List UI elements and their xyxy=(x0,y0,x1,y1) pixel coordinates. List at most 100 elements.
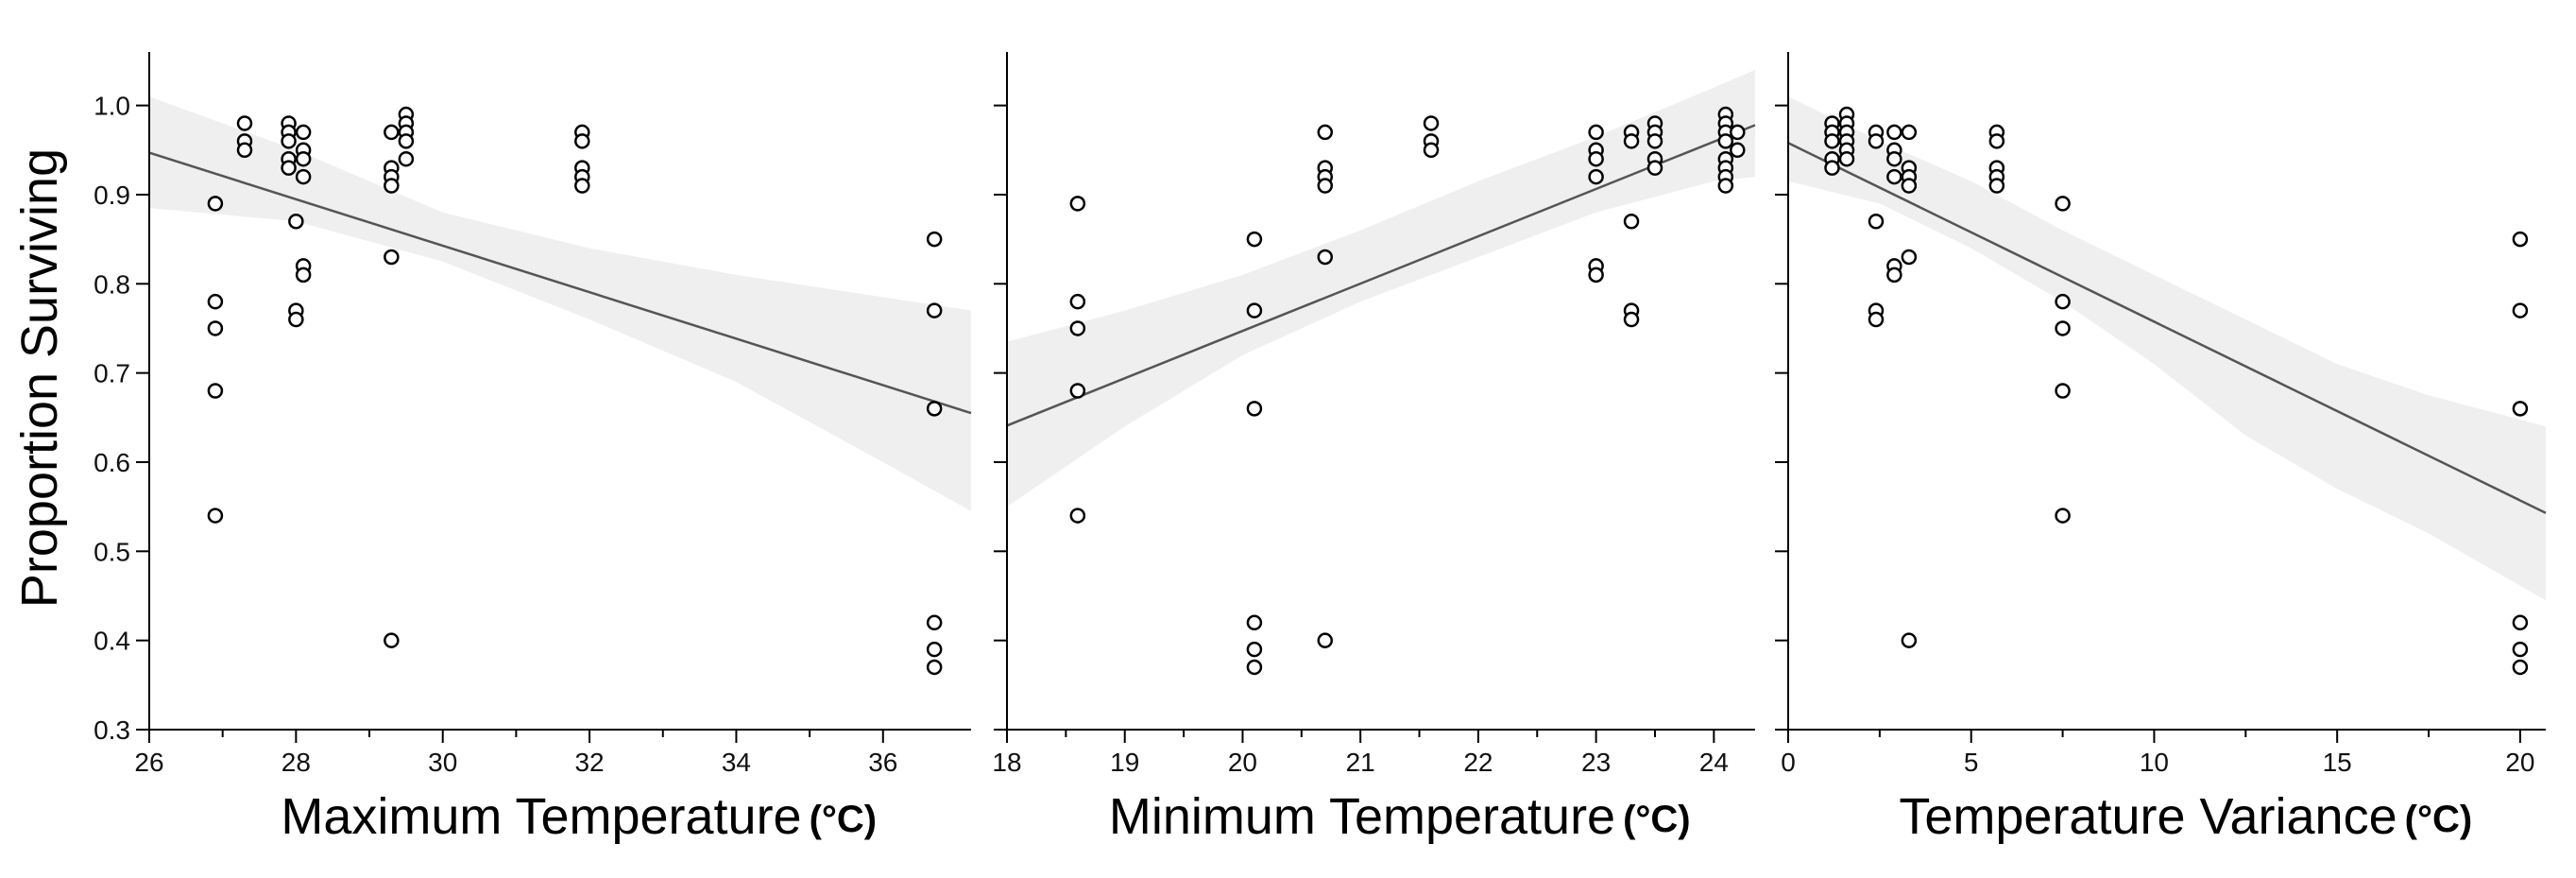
x-tick-label: 22 xyxy=(1463,748,1493,777)
data-point xyxy=(1069,196,1086,212)
x-tick-label: 34 xyxy=(722,748,751,777)
x-tick-label: 21 xyxy=(1346,748,1375,777)
data-point xyxy=(1069,320,1086,336)
data-point xyxy=(384,124,400,141)
data-point xyxy=(2055,383,2071,399)
panel-1: 0.3 0.4 0.5 0.6 0.7 0.8 0.9 1.0 26 28 30 32 34 36 Maxi… xyxy=(94,52,972,845)
x-tick-label: 32 xyxy=(574,748,604,777)
data-point xyxy=(1868,214,1885,230)
y-tick-label: 0.7 xyxy=(94,359,130,388)
data-point xyxy=(384,632,400,648)
data-point xyxy=(1901,632,1918,648)
data-point xyxy=(2512,231,2529,248)
x-axis-unit: (°C) xyxy=(810,799,878,840)
data-point xyxy=(1988,178,2005,194)
x-tick-label: 20 xyxy=(1228,748,1257,777)
data-point xyxy=(1246,614,1263,631)
data-point xyxy=(1423,142,1440,159)
y-tick-label: 0.6 xyxy=(94,448,130,477)
x-tick-label: 36 xyxy=(868,748,897,777)
data-point xyxy=(1588,168,1604,185)
panel-3: 0 5 10 15 20 Temperature Variance (°C) xyxy=(1775,52,2547,845)
data-point xyxy=(1423,115,1440,131)
data-point xyxy=(1317,249,1334,266)
data-point xyxy=(1246,302,1263,318)
data-point xyxy=(1646,133,1663,149)
data-point xyxy=(1886,124,1902,141)
data-point xyxy=(1317,632,1334,648)
data-point xyxy=(281,133,297,149)
x-axis-unit: (°C) xyxy=(1623,799,1691,840)
data-point xyxy=(1246,231,1263,248)
confidence-band xyxy=(1788,96,2546,601)
confidence-band xyxy=(1007,69,1755,508)
x-tick-label: 20 xyxy=(2505,748,2534,777)
data-point xyxy=(1588,267,1604,284)
data-point xyxy=(2512,659,2529,676)
confidence-band xyxy=(149,96,971,511)
data-point xyxy=(1588,150,1604,167)
data-point xyxy=(574,178,590,194)
data-point xyxy=(1886,150,1902,167)
x-tick-label: 10 xyxy=(2140,748,2169,777)
data-point xyxy=(1988,133,2005,149)
data-point xyxy=(1901,178,1918,194)
x-tick-label: 28 xyxy=(281,748,311,777)
data-point xyxy=(2055,508,2071,524)
data-point xyxy=(207,196,224,212)
data-point xyxy=(398,133,415,149)
data-point xyxy=(295,267,312,284)
data-point xyxy=(1646,160,1663,176)
data-point xyxy=(1901,124,1918,141)
data-point xyxy=(2512,401,2529,417)
data-point xyxy=(574,133,590,149)
data-point xyxy=(926,302,943,318)
x-tick-label: 24 xyxy=(1699,748,1729,777)
data-point xyxy=(288,214,304,230)
x-axis-title: Temperature Variance xyxy=(1899,788,2397,845)
x-tick-label: 19 xyxy=(1110,748,1139,777)
regression-line xyxy=(148,151,972,415)
y-tick-label: 0.5 xyxy=(94,537,130,566)
x-axis-unit: (°C) xyxy=(2405,799,2473,840)
y-tick-label: 0.3 xyxy=(94,715,130,745)
data-point xyxy=(1069,508,1086,524)
data-point xyxy=(295,124,312,141)
x-axis-title: Maximum Temperature xyxy=(281,788,801,845)
x-tick-label: 18 xyxy=(992,748,1021,777)
data-point xyxy=(2055,196,2071,212)
y-tick-label: 1.0 xyxy=(94,92,130,121)
data-point xyxy=(1623,133,1640,149)
data-point xyxy=(1717,178,1734,194)
x-tick-label: 15 xyxy=(2323,748,2352,777)
data-point xyxy=(926,231,943,248)
regression-line xyxy=(1787,142,2547,514)
data-point xyxy=(1069,293,1086,310)
data-point xyxy=(926,659,943,676)
x-tick-label: 30 xyxy=(428,748,457,777)
data-point xyxy=(295,168,312,185)
data-point xyxy=(1246,659,1263,676)
data-point xyxy=(2512,302,2529,318)
data-point xyxy=(1588,124,1604,141)
data-point xyxy=(398,150,415,167)
regression-line xyxy=(1006,124,1756,427)
data-point xyxy=(1246,641,1263,658)
data-point xyxy=(295,150,312,167)
data-point xyxy=(207,293,224,310)
data-point xyxy=(2055,293,2071,310)
data-point xyxy=(1886,168,1902,185)
data-point xyxy=(1623,311,1640,328)
data-point xyxy=(384,178,400,194)
data-point xyxy=(207,320,224,336)
x-axis-title: Minimum Temperature xyxy=(1109,788,1615,845)
data-point xyxy=(2512,614,2529,631)
data-point xyxy=(1317,178,1334,194)
data-point xyxy=(1730,142,1746,159)
y-tick-label: 0.9 xyxy=(94,181,130,210)
data-point xyxy=(1317,124,1334,141)
data-point xyxy=(207,508,224,524)
data-point xyxy=(1246,401,1263,417)
